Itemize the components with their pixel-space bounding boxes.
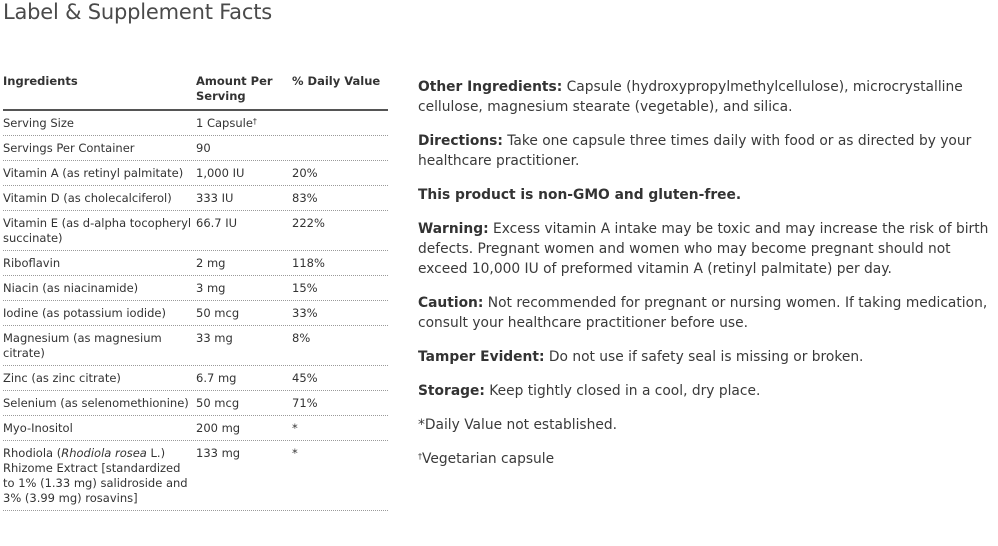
amount-cell: 3 mg — [196, 281, 226, 295]
header-ingredients: Ingredients — [3, 74, 78, 88]
other-ingredients: Other Ingredients: Capsule (hydroxypropy… — [418, 79, 963, 115]
daily-value-cell: 20% — [292, 166, 318, 180]
table-header-row: Ingredients Amount Per Serving % Daily V… — [3, 74, 388, 111]
amount-cell: 2 mg — [196, 256, 226, 270]
daily-value-cell: 8% — [292, 331, 311, 345]
amount-cell: 1,000 IU — [196, 166, 245, 180]
table-row: Vitamin D (as cholecalciferol) 333 IU 83% — [3, 186, 388, 211]
non-gmo-statement: This product is non-GMO and gluten-free. — [418, 187, 742, 203]
table-row: Magnesium (as magnesium citrate) 33 mg 8% — [3, 326, 388, 366]
warning: Warning: Excess vitamin A intake may be … — [418, 221, 989, 277]
ingredient-cell: Myo-Inositol — [3, 421, 73, 435]
daily-value-cell: 15% — [292, 281, 318, 295]
caution: Caution: Not recommended for pregnant or… — [418, 295, 988, 331]
ingredient-cell: Vitamin D (as cholecalciferol) — [3, 191, 172, 205]
header-daily-value: % Daily Value — [292, 74, 381, 88]
storage: Storage: Keep tightly closed in a cool, … — [418, 383, 761, 399]
daily-value-cell — [292, 116, 388, 131]
table-row: Rhodiola (Rhodiola rosea L.) Rhizome Ext… — [3, 441, 388, 511]
ingredient-cell: Niacin (as niacinamide) — [3, 281, 139, 295]
vegetarian-note: †Vegetarian capsule — [418, 451, 555, 467]
table-row: Zinc (as zinc citrate) 6.7 mg 45% — [3, 366, 388, 391]
daily-value-cell: 118% — [292, 256, 325, 270]
table-row: Niacin (as niacinamide) 3 mg 15% — [3, 276, 388, 301]
amount-cell: 50 mcg — [196, 306, 240, 320]
table-row: Iodine (as potassium iodide) 50 mcg 33% — [3, 301, 388, 326]
header-amount: Amount Per Serving — [196, 74, 273, 103]
amount-cell: 33 mg — [196, 331, 233, 345]
table-row: Selenium (as selenomethionine) 50 mcg 71% — [3, 391, 388, 416]
ingredient-cell: Riboflavin — [3, 256, 61, 270]
table-row: Vitamin E (as d-alpha tocopheryl succina… — [3, 211, 388, 251]
daily-value-cell: * — [292, 446, 298, 460]
ingredient-cell: Serving Size — [3, 116, 74, 130]
table-row: Vitamin A (as retinyl palmitate) 1,000 IU… — [3, 161, 388, 186]
daily-value-cell: 71% — [292, 396, 318, 410]
amount-cell: 1 Capsule† — [196, 116, 257, 130]
amount-cell: 133 mg — [196, 446, 241, 460]
page-title: Label & Supplement Facts — [3, 0, 272, 24]
ingredient-cell: Magnesium (as magnesium citrate) — [3, 331, 162, 360]
supplement-facts-table: Ingredients Amount Per Serving % Daily V… — [3, 74, 388, 511]
daily-value-note: *Daily Value not established. — [418, 417, 617, 433]
amount-cell: 200 mg — [196, 421, 241, 435]
table-row: Serving Size 1 Capsule† — [3, 111, 388, 136]
product-info: Other Ingredients: Capsule (hydroxypropy… — [418, 77, 993, 483]
ingredient-cell: Servings Per Container — [3, 141, 135, 155]
daily-value-cell: 33% — [292, 306, 318, 320]
daily-value-cell: 45% — [292, 371, 318, 385]
tamper-evident: Tamper Evident: Do not use if safety sea… — [418, 349, 864, 365]
amount-cell: 90 — [196, 141, 211, 155]
amount-cell: 66.7 IU — [196, 216, 238, 230]
ingredient-cell: Zinc (as zinc citrate) — [3, 371, 121, 385]
directions: Directions: Take one capsule three times… — [418, 133, 972, 169]
table-row: Riboflavin 2 mg 118% — [3, 251, 388, 276]
ingredient-cell: Selenium (as selenomethionine) — [3, 396, 189, 410]
ingredient-cell: Vitamin A (as retinyl palmitate) — [3, 166, 184, 180]
daily-value-cell — [292, 141, 388, 156]
table-row: Servings Per Container 90 — [3, 136, 388, 161]
daily-value-cell: * — [292, 421, 298, 435]
daily-value-cell: 83% — [292, 191, 318, 205]
ingredient-cell: Iodine (as potassium iodide) — [3, 306, 166, 320]
amount-cell: 6.7 mg — [196, 371, 237, 385]
ingredient-cell: Vitamin E (as d-alpha tocopheryl succina… — [3, 216, 192, 245]
ingredient-cell: Rhodiola (Rhodiola rosea L.) Rhizome Ext… — [3, 446, 188, 505]
amount-cell: 50 mcg — [196, 396, 240, 410]
amount-cell: 333 IU — [196, 191, 234, 205]
table-row: Myo-Inositol 200 mg * — [3, 416, 388, 441]
table-body: Serving Size 1 Capsule† Servings Per Conta… — [3, 111, 388, 511]
daily-value-cell: 222% — [292, 216, 325, 230]
